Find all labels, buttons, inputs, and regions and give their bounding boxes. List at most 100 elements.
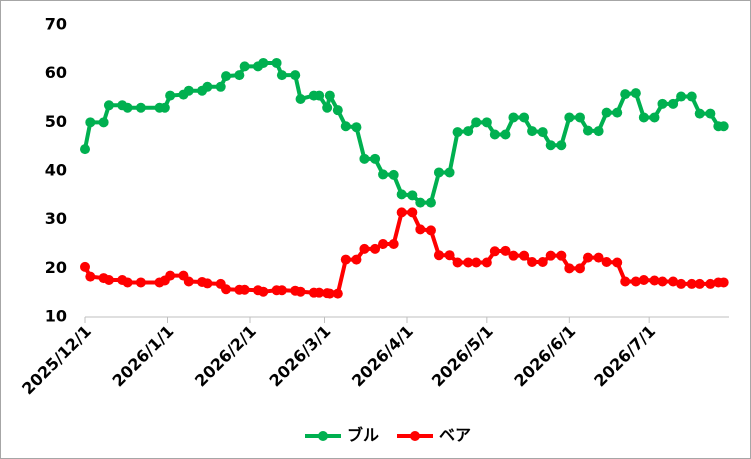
data-point	[165, 270, 176, 281]
data-point	[545, 140, 556, 151]
data-point	[433, 167, 444, 178]
data-point	[202, 278, 213, 289]
data-point	[98, 117, 109, 128]
data-point	[676, 278, 687, 289]
legend-label: ブル	[347, 426, 379, 445]
data-point	[668, 276, 679, 287]
data-point	[359, 243, 370, 254]
data-point	[314, 287, 325, 298]
data-point	[359, 153, 370, 164]
data-point	[630, 276, 641, 287]
data-point	[290, 70, 301, 81]
data-point	[582, 125, 593, 136]
data-point	[649, 112, 660, 123]
data-point	[630, 88, 641, 99]
data-point	[322, 102, 333, 113]
data-point	[295, 286, 306, 297]
data-point	[620, 276, 631, 287]
data-point	[444, 250, 455, 261]
data-point	[324, 288, 335, 299]
y-tick-label: 10	[45, 307, 67, 326]
data-point	[527, 257, 538, 268]
y-tick-label: 70	[45, 15, 67, 34]
data-point	[718, 121, 729, 132]
data-point	[388, 239, 399, 249]
data-point	[500, 129, 511, 140]
data-point	[202, 81, 213, 92]
data-point	[165, 90, 176, 101]
data-point	[221, 284, 232, 295]
data-point	[221, 71, 232, 82]
data-point	[433, 250, 444, 261]
data-point	[489, 246, 500, 257]
data-point	[378, 239, 389, 249]
legend-label: ベア	[439, 426, 471, 445]
data-point	[527, 126, 538, 137]
data-point	[271, 57, 282, 68]
data-point	[574, 263, 585, 274]
data-point	[612, 107, 623, 118]
data-point	[425, 225, 436, 236]
data-point	[351, 254, 362, 265]
data-point	[388, 169, 399, 180]
data-point	[258, 57, 269, 68]
data-point	[215, 81, 226, 92]
data-point	[258, 286, 269, 297]
data-point	[85, 271, 96, 282]
data-point	[705, 108, 716, 119]
data-point	[407, 190, 418, 201]
data-point	[340, 121, 351, 132]
data-point	[649, 275, 660, 286]
data-point	[135, 102, 146, 113]
data-point	[396, 207, 407, 218]
data-point	[415, 224, 426, 235]
data-point	[122, 102, 133, 113]
legend-marker	[318, 431, 328, 441]
data-point	[556, 140, 567, 151]
y-tick-label: 50	[45, 112, 67, 131]
data-point	[396, 189, 407, 200]
data-point	[103, 275, 114, 286]
data-point	[686, 278, 697, 289]
data-point	[295, 93, 306, 104]
data-point	[638, 275, 649, 286]
data-point	[425, 197, 436, 208]
y-tick-label: 30	[45, 209, 67, 228]
y-tick-label: 40	[45, 161, 67, 180]
data-point	[593, 252, 604, 263]
data-point	[481, 257, 492, 268]
data-point	[239, 61, 250, 72]
data-point	[415, 197, 426, 208]
data-point	[601, 107, 612, 118]
data-point	[463, 257, 474, 268]
data-point	[80, 144, 90, 155]
data-point	[314, 90, 325, 101]
data-point	[481, 117, 492, 128]
legend-marker	[410, 431, 420, 441]
data-point	[351, 122, 362, 133]
data-point	[276, 70, 287, 81]
data-point	[234, 70, 245, 81]
data-point	[545, 250, 556, 261]
data-point	[564, 112, 575, 123]
data-point	[370, 243, 381, 254]
data-point	[574, 112, 585, 123]
data-point	[508, 250, 519, 261]
y-tick-label: 20	[45, 258, 67, 277]
y-tick-label: 60	[45, 63, 67, 82]
data-point	[370, 153, 381, 164]
data-point	[378, 169, 389, 180]
data-point	[452, 127, 463, 138]
data-point	[183, 276, 194, 287]
data-point	[332, 105, 343, 116]
data-point	[135, 277, 146, 288]
data-point	[612, 257, 623, 268]
data-point	[471, 117, 482, 128]
data-point	[340, 254, 351, 265]
data-point	[705, 278, 716, 289]
data-point	[537, 257, 548, 268]
data-point	[276, 285, 287, 296]
data-point	[324, 90, 335, 101]
